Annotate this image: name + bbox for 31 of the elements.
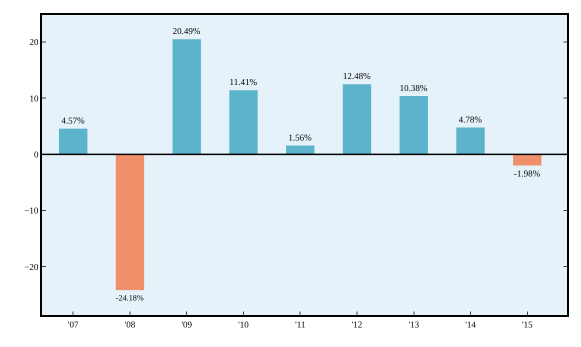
bar [229,90,258,154]
x-tick-label: '13 [408,320,420,330]
bar [513,154,542,166]
x-tick-label: '11 [295,320,306,330]
bar [456,127,485,154]
x-tick-label: '15 [522,320,534,330]
y-tick-label: 0 [34,149,39,160]
bar [59,128,88,154]
bar [400,96,428,154]
x-tick-label: '09 [181,320,193,330]
y-tick-label: −20 [24,262,39,272]
data-label: 4.78% [458,114,482,124]
y-tick-label: 10 [29,93,39,104]
data-label: -1.98% [514,168,541,178]
x-tick-label: '07 [68,320,80,330]
data-label: 1.56% [288,132,312,143]
y-tick-label: 20 [29,37,39,48]
bar [116,154,144,290]
x-tick-label: '08 [124,320,136,330]
y-tick-label: −10 [24,206,39,216]
bar [172,39,201,154]
data-label: 20.49% [172,26,201,36]
data-label: 12.48% [342,71,372,82]
bar [342,84,372,154]
x-tick-label: '10 [238,320,250,330]
x-tick-label: '14 [465,320,476,330]
data-label: -24.18% [116,293,144,302]
x-tick-label: '12 [352,320,362,330]
data-label: 11.41% [230,77,258,88]
data-label: 10.38% [400,83,428,94]
data-label: 4.57% [61,116,86,126]
